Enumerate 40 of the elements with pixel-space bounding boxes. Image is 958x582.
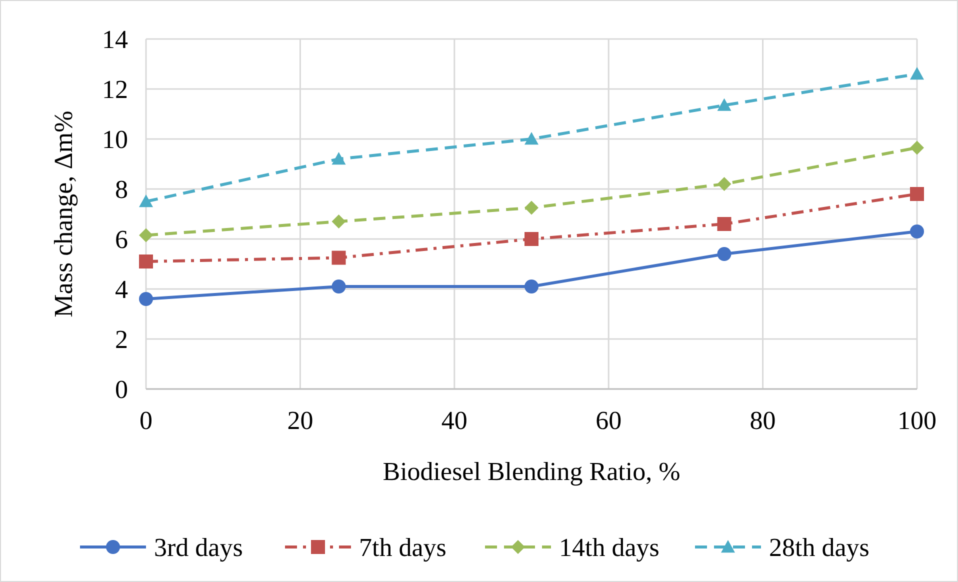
- x-tick-label: 40: [441, 406, 468, 435]
- point: [910, 140, 924, 155]
- point: [524, 200, 538, 215]
- y-tick-label: 8: [115, 175, 128, 204]
- y-tick-label: 14: [102, 25, 128, 54]
- point: [332, 280, 346, 294]
- x-tick-label: 0: [140, 406, 152, 435]
- point: [910, 224, 924, 238]
- point: [332, 152, 346, 165]
- y-tick-label: 12: [102, 75, 128, 104]
- x-axis-title: Biodiesel Blending Ratio, %: [382, 457, 680, 486]
- point: [139, 194, 153, 208]
- legend-label: 28th days: [769, 533, 870, 562]
- legend-label: 7th days: [359, 533, 446, 562]
- point: [717, 98, 732, 111]
- point: [332, 250, 346, 265]
- legend-label: 14th days: [559, 533, 660, 562]
- y-axis-title: Mass change, Δm%: [49, 110, 78, 318]
- point: [332, 214, 346, 228]
- legend-label: 3rd days: [154, 533, 243, 562]
- y-tick-label: 6: [115, 225, 128, 254]
- y-tick-label: 0: [115, 375, 128, 404]
- x-tick-label: 60: [596, 406, 622, 435]
- point: [139, 254, 153, 268]
- x-tick-label: 80: [750, 406, 776, 435]
- x-tick-label: 20: [287, 406, 314, 435]
- point: [910, 187, 924, 201]
- point: [524, 280, 538, 294]
- point: [717, 217, 732, 231]
- x-tick-label: 100: [898, 406, 936, 435]
- point: [524, 132, 538, 145]
- point: [524, 232, 538, 246]
- point: [139, 292, 153, 306]
- point: [139, 228, 153, 242]
- point: [910, 67, 924, 80]
- y-tick-label: 4: [115, 275, 128, 304]
- point: [717, 177, 732, 191]
- point: [717, 247, 732, 261]
- y-tick-label: 10: [102, 125, 128, 154]
- y-tick-label: 2: [115, 325, 128, 354]
